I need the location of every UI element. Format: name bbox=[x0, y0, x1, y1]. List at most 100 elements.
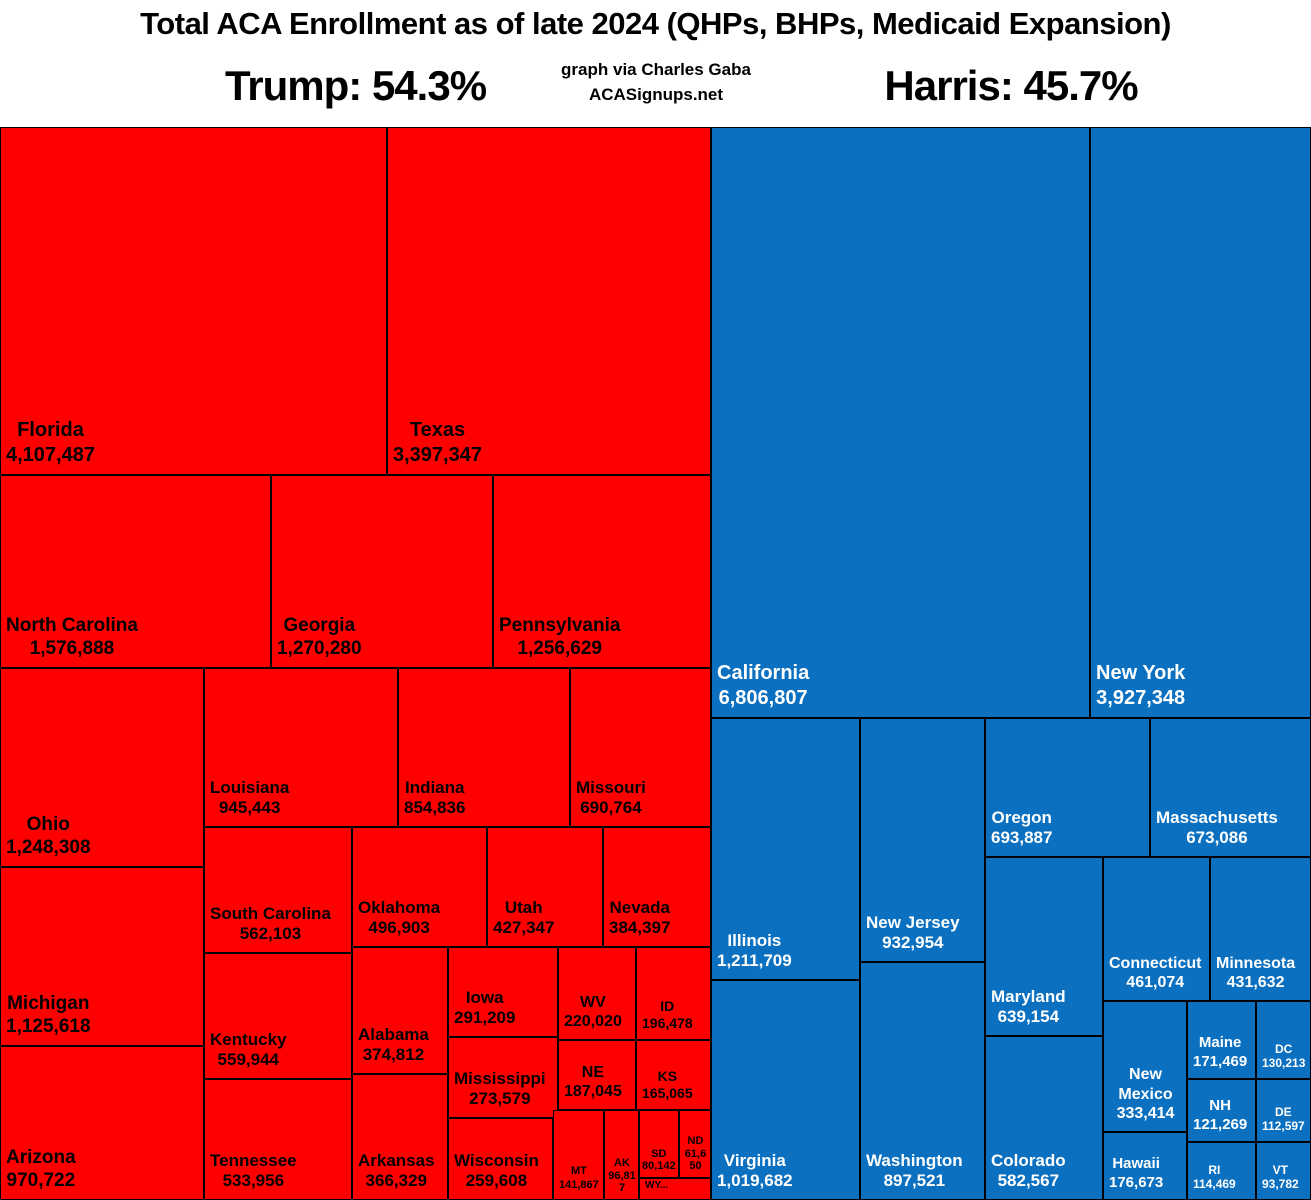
treemap-cell-virginia: Virginia 1,019,682 bbox=[711, 980, 860, 1200]
treemap-cell-wv: WV 220,020 bbox=[558, 947, 636, 1040]
state-value: 6,806,807 bbox=[718, 686, 808, 709]
state-name: RI bbox=[1208, 1162, 1221, 1177]
cell-label: Texas 3,397,347 bbox=[388, 418, 486, 474]
state-name: North Carolina bbox=[6, 614, 138, 636]
state-name: Tennessee bbox=[210, 1150, 297, 1170]
treemap-cell-nh: NH 121,269 bbox=[1187, 1079, 1256, 1142]
treemap-cell-connecticut: Connecticut 461,074 bbox=[1103, 857, 1210, 1001]
state-value: 1,019,682 bbox=[717, 1171, 793, 1191]
state-name: Georgia bbox=[283, 614, 356, 636]
cell-label: Oklahoma 496,903 bbox=[353, 898, 444, 946]
state-value: 165,065 bbox=[642, 1084, 693, 1101]
state-name: Nevada bbox=[609, 897, 670, 917]
cell-label: ID 196,478 bbox=[637, 998, 697, 1039]
cell-label: SD 80,142 bbox=[640, 1148, 677, 1177]
state-name: Arkansas bbox=[358, 1150, 435, 1170]
state-value: 559,944 bbox=[217, 1050, 279, 1070]
state-name: MT bbox=[570, 1165, 587, 1178]
state-name: Virginia bbox=[723, 1150, 786, 1170]
state-name: Connecticut bbox=[1109, 954, 1202, 972]
treemap-cell-wisconsin: Wisconsin 259,608 bbox=[448, 1118, 553, 1200]
state-value: 93,782 bbox=[1262, 1177, 1299, 1192]
state-value: 533,956 bbox=[222, 1171, 285, 1191]
state-value: 333,414 bbox=[1116, 1105, 1175, 1123]
cell-label: North Carolina 1,576,888 bbox=[1, 614, 142, 667]
treemap-cell-oregon: Oregon 693,887 bbox=[985, 718, 1150, 857]
state-name: California bbox=[717, 662, 810, 685]
trump-share-label: Trump: 54.3% bbox=[224, 62, 487, 109]
state-name: Minnesota bbox=[1216, 954, 1296, 972]
cell-label: KS 165,065 bbox=[637, 1068, 697, 1109]
treemap-cell-texas: Texas 3,397,347 bbox=[387, 127, 711, 475]
treemap-cell-maryland: Maryland 639,154 bbox=[985, 857, 1103, 1036]
state-name: WY... bbox=[645, 1179, 669, 1191]
state-name: New York bbox=[1096, 662, 1186, 685]
treemap-cell-new-jersey: New Jersey 932,954 bbox=[860, 718, 985, 962]
cell-label: RI 114,469 bbox=[1188, 1163, 1240, 1199]
state-name: SD bbox=[651, 1147, 667, 1160]
state-name: VT bbox=[1272, 1162, 1289, 1177]
cell-label: DE 112,597 bbox=[1257, 1105, 1309, 1141]
state-value: 112,597 bbox=[1262, 1119, 1305, 1134]
cell-label: DC 130,213 bbox=[1257, 1042, 1309, 1078]
state-value: 1,576,888 bbox=[29, 637, 115, 659]
cell-label: Tennessee 533,956 bbox=[205, 1151, 301, 1199]
cell-label: Illinois 1,211,709 bbox=[712, 931, 796, 979]
cell-label: Arkansas 366,329 bbox=[353, 1151, 439, 1199]
state-value: 366,329 bbox=[365, 1171, 427, 1191]
state-value: 187,045 bbox=[564, 1083, 622, 1101]
cell-label: New Mexico 333,414 bbox=[1104, 1065, 1186, 1131]
state-value: 374,812 bbox=[362, 1045, 425, 1065]
cell-label: Utah 427,347 bbox=[488, 898, 558, 946]
state-value: 176,673 bbox=[1109, 1173, 1164, 1191]
state-value: 1,270,280 bbox=[277, 637, 362, 659]
harris-share-label: Harris: 45.7% bbox=[884, 62, 1138, 109]
treemap-cell-ohio: Ohio 1,248,308 bbox=[0, 668, 204, 867]
treemap-cell-pennsylvania: Pennsylvania 1,256,629 bbox=[493, 475, 711, 668]
state-value: 61,650 bbox=[684, 1147, 707, 1173]
state-value: 196,478 bbox=[642, 1014, 693, 1031]
cell-label: Minnesota 431,632 bbox=[1211, 954, 1299, 1000]
cell-label: Washington 897,521 bbox=[861, 1151, 967, 1199]
treemap-cell-iowa: Iowa 291,209 bbox=[448, 947, 558, 1037]
state-name: Texas bbox=[409, 419, 466, 442]
state-name: Oklahoma bbox=[358, 897, 441, 917]
state-name: Washington bbox=[866, 1150, 963, 1170]
state-value: 291,209 bbox=[454, 1008, 516, 1028]
state-value: 496,903 bbox=[368, 918, 430, 938]
state-value: 273,579 bbox=[469, 1089, 531, 1109]
state-name: Illinois bbox=[727, 930, 782, 950]
state-name: NE bbox=[581, 1063, 605, 1081]
cell-label: ND 61,650 bbox=[680, 1135, 710, 1177]
state-name: Mississippi bbox=[454, 1068, 546, 1088]
cell-label: Indiana 854,836 bbox=[399, 778, 469, 826]
state-name: Colorado bbox=[991, 1150, 1066, 1170]
state-value: 141,867 bbox=[559, 1178, 599, 1191]
treemap-cell-washington: Washington 897,521 bbox=[860, 962, 985, 1200]
treemap-cell-indiana: Indiana 854,836 bbox=[398, 668, 570, 827]
treemap-cell-ak: AK 96,817 bbox=[604, 1110, 639, 1200]
state-name: Kentucky bbox=[210, 1029, 287, 1049]
chart-title: Total ACA Enrollment as of late 2024 (QH… bbox=[140, 6, 1171, 41]
cell-label: Ohio 1,248,308 bbox=[1, 813, 95, 866]
cell-label: Wisconsin 259,608 bbox=[449, 1151, 543, 1199]
treemap-cell-ks: KS 165,065 bbox=[636, 1040, 711, 1110]
state-value: 3,397,347 bbox=[393, 443, 482, 466]
state-value: 690,764 bbox=[580, 798, 642, 818]
cell-label: WY... bbox=[640, 1180, 672, 1199]
state-value: 121,269 bbox=[1193, 1115, 1248, 1133]
state-value: 970,722 bbox=[6, 1169, 76, 1191]
state-value: 3,927,348 bbox=[1096, 686, 1186, 709]
cell-label: NH 121,269 bbox=[1188, 1097, 1251, 1141]
cell-label: Connecticut 461,074 bbox=[1104, 954, 1205, 1000]
treemap-cell-north-carolina: North Carolina 1,576,888 bbox=[0, 475, 271, 668]
state-name: WV bbox=[580, 993, 606, 1011]
cell-label: New York 3,927,348 bbox=[1091, 661, 1189, 717]
cell-label: NE 187,045 bbox=[559, 1063, 626, 1109]
cell-label: South Carolina 562,103 bbox=[205, 904, 335, 952]
state-value: 80,142 bbox=[642, 1160, 676, 1173]
treemap-cell-de: DE 112,597 bbox=[1256, 1079, 1311, 1142]
treemap-cell-id: ID 196,478 bbox=[636, 947, 711, 1040]
cell-label: Florida 4,107,487 bbox=[1, 418, 99, 474]
state-value: 693,887 bbox=[991, 828, 1053, 848]
